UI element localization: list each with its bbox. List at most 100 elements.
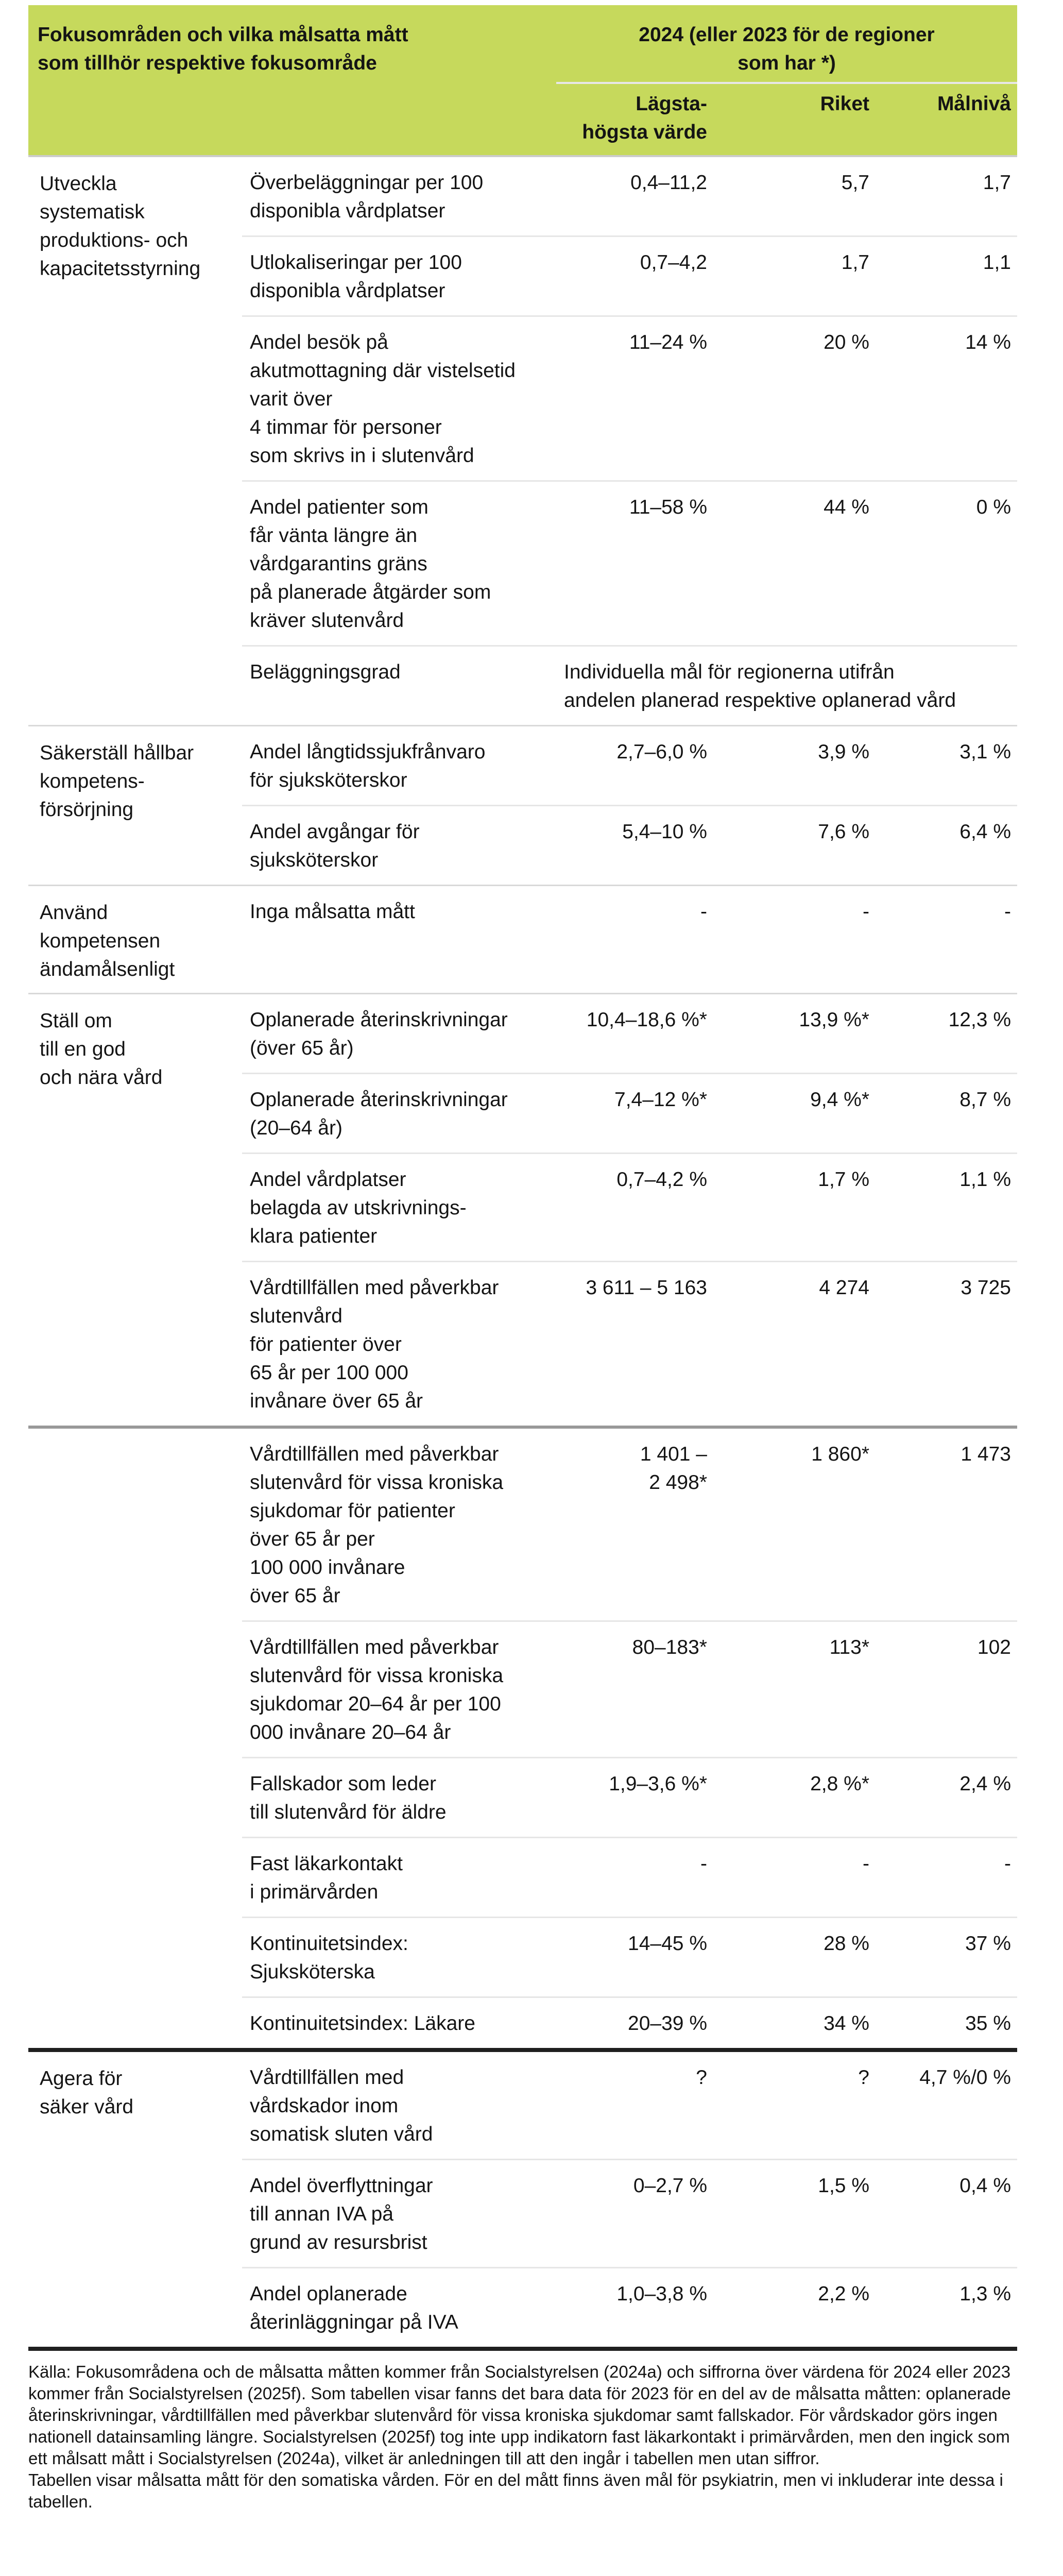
table-row: Kontinuitetsindex: Läkare 20–39 % 34 % 3… <box>242 1996 1017 2048</box>
measure-cell: Vårdtillfällen med påverkbar slutenvård … <box>250 1443 504 1607</box>
riket-value: - <box>863 901 869 923</box>
range-value: 7,4–12 %* <box>614 1089 707 1111</box>
focus-area-label: Använd kompetensen ändamålsenligt <box>40 902 175 980</box>
measure-cell: Vårdtillfällen med vårdskador inom somat… <box>250 2066 433 2145</box>
column-header-riket: Riket <box>820 93 869 115</box>
range-value: - <box>700 1853 707 1875</box>
target-value: 3 725 <box>961 1277 1011 1299</box>
table-row: Oplanerade återinskrivningar (över 65 år… <box>242 994 1017 1073</box>
target-value: 35 % <box>965 2012 1011 2035</box>
table-row: Andel vårdplatser belagda av utskrivning… <box>242 1153 1017 1261</box>
range-value: 0,7–4,2 % <box>616 1168 707 1191</box>
riket-value: 7,6 % <box>818 821 869 843</box>
group-rows: Vårdtillfällen med påverkbar slutenvård … <box>242 1429 1017 2048</box>
riket-value: 28 % <box>824 1933 869 1955</box>
table-row: Fast läkarkontakt i primärvården - - - <box>242 1837 1017 1917</box>
header-year-title: 2024 (eller 2023 för de regioner som har… <box>639 24 935 74</box>
measure-cell: Andel överflyttningar till annan IVA på … <box>250 2175 433 2253</box>
target-value: 0,4 % <box>959 2175 1011 2197</box>
table-row: Andel överflyttningar till annan IVA på … <box>242 2159 1017 2267</box>
group-rows: Oplanerade återinskrivningar (över 65 år… <box>242 994 1017 1426</box>
measure-cell: Andel vårdplatser belagda av utskrivning… <box>250 1168 467 1247</box>
measure-cell: Oplanerade återinskrivningar (över 65 år… <box>250 1009 508 1059</box>
measure-cell: Andel långtidssjukfrånvaro för sjuksköte… <box>250 741 486 791</box>
focus-areas-table: Fokusområden och vilka målsatta mått som… <box>28 5 1017 2351</box>
group-saker-vard: Agera för säker vård Vårdtillfällen med … <box>28 2048 1017 2347</box>
measure-cell: Andel besök på akutmottagning där vistel… <box>250 331 516 467</box>
range-value: 5,4–10 % <box>622 821 707 843</box>
target-value: 2,4 % <box>959 1773 1011 1795</box>
group-rows: Inga målsatta mått - - - <box>242 886 1017 993</box>
range-value: ? <box>696 2066 707 2089</box>
focus-area-label: Säkerställ hållbar kompetens- försörjnin… <box>40 742 194 821</box>
table-row: Vårdtillfällen med påverkbar slutenvård … <box>242 1620 1017 1757</box>
riket-value: ? <box>858 2066 869 2089</box>
table-row: Andel avgångar för sjuksköterskor 5,4–10… <box>242 805 1017 885</box>
measure-cell: Andel patienter som får vänta längre än … <box>250 496 491 632</box>
focus-area-label: Utveckla systematisk produktions- och ka… <box>40 173 201 280</box>
riket-value: 9,4 %* <box>810 1089 869 1111</box>
group-rows: Vårdtillfällen med vårdskador inom somat… <box>242 2052 1017 2347</box>
table-row: Utlokaliseringar per 100 disponibla vård… <box>242 235 1017 315</box>
focus-area-label: Ställ om till en god och nära vård <box>40 1010 163 1089</box>
group-god-och-nara-vard: Ställ om till en god och nära vård Oplan… <box>28 993 1017 1426</box>
range-value: 20–39 % <box>628 2012 707 2035</box>
riket-value: 20 % <box>824 331 869 353</box>
riket-value: 1 860* <box>811 1443 869 1465</box>
riket-value: - <box>863 1853 869 1875</box>
measure-cell: Kontinuitetsindex: Läkare <box>250 2012 475 2035</box>
measure-cell: Beläggningsgrad <box>250 661 401 683</box>
table-row: Överbeläggningar per 100 disponibla vård… <box>242 157 1017 235</box>
target-value: 1,1 % <box>959 1168 1011 1191</box>
group-anvand-kompetensen: Använd kompetensen ändamålsenligt Inga m… <box>28 885 1017 993</box>
range-value: 10,4–18,6 %* <box>586 1009 707 1031</box>
measure-cell: Vårdtillfällen med påverkbar slutenvård … <box>250 1636 504 1743</box>
source-footnote: Källa: Fokusområdena och de målsatta måt… <box>28 2362 1011 2468</box>
table-header: Fokusområden och vilka målsatta mått som… <box>28 5 1017 157</box>
focus-area-label: Agera för säker vård <box>40 2067 134 2118</box>
target-value: - <box>1004 901 1011 923</box>
group-god-och-nara-vard-continued: Vårdtillfällen med påverkbar slutenvård … <box>28 1426 1017 2048</box>
measure-cell: Vårdtillfällen med påverkbar slutenvård … <box>250 1277 499 1412</box>
target-value: 1,1 <box>983 251 1011 274</box>
group-kompetensforsorjning: Säkerställ hållbar kompetens- försörjnin… <box>28 725 1017 885</box>
column-header-malniva: Målnivå <box>937 93 1011 115</box>
table-row: Vårdtillfällen med påverkbar slutenvård … <box>242 1261 1017 1426</box>
target-value: 6,4 % <box>959 821 1011 843</box>
measure-cell: Utlokaliseringar per 100 disponibla vård… <box>250 251 462 302</box>
header-subcolumns: Lägsta- högsta värde Riket Målnivå <box>556 84 1017 146</box>
table-row: Vårdtillfällen med vårdskador inom somat… <box>242 2052 1017 2159</box>
group-rows: Andel långtidssjukfrånvaro för sjuksköte… <box>242 726 1017 885</box>
footnote-block: Källa: Fokusområdena och de målsatta måt… <box>28 2361 1017 2513</box>
range-value: 0,4–11,2 <box>630 172 707 194</box>
target-value: 1 473 <box>961 1443 1011 1465</box>
riket-value: 1,7 <box>841 251 869 274</box>
measure-cell: Oplanerade återinskrivningar (20–64 år) <box>250 1089 508 1139</box>
table-row: Fallskador som leder till slutenvård för… <box>242 1757 1017 1837</box>
target-value: 3,1 % <box>959 741 1011 763</box>
range-value: 0–2,7 % <box>633 2175 707 2197</box>
table-row: Andel besök på akutmottagning där vistel… <box>242 315 1017 480</box>
riket-value: 13,9 %* <box>799 1009 869 1031</box>
group-rows: Överbeläggningar per 100 disponibla vård… <box>242 157 1017 725</box>
range-value: - <box>700 901 707 923</box>
measure-cell: Inga målsatta mått <box>250 901 415 923</box>
column-header-range: Lägsta- högsta värde <box>582 93 707 143</box>
riket-value: 2,8 %* <box>810 1773 869 1795</box>
table-row: Inga målsatta mått - - - <box>242 886 1017 936</box>
range-value: 3 611 – 5 163 <box>586 1277 707 1299</box>
target-value: 4,7 %/0 % <box>919 2066 1011 2089</box>
target-value: 1,7 <box>983 172 1011 194</box>
riket-value: 113* <box>829 1636 869 1658</box>
range-value: 11–24 % <box>629 331 707 353</box>
header-year-block: 2024 (eller 2023 för de regioner som har… <box>556 5 1017 155</box>
riket-value: 5,7 <box>841 172 869 194</box>
table-row: Beläggningsgrad Individuella mål för reg… <box>242 645 1017 725</box>
target-value: 1,3 % <box>959 2283 1011 2305</box>
table-row: Kontinuitetsindex: Sjuksköterska 14–45 %… <box>242 1917 1017 1996</box>
target-value: - <box>1004 1853 1011 1875</box>
target-value: 8,7 % <box>959 1089 1011 1111</box>
range-value: 1 401 – 2 498* <box>640 1443 707 1494</box>
table-row: Andel oplanerade återinläggningar på IVA… <box>242 2267 1017 2347</box>
